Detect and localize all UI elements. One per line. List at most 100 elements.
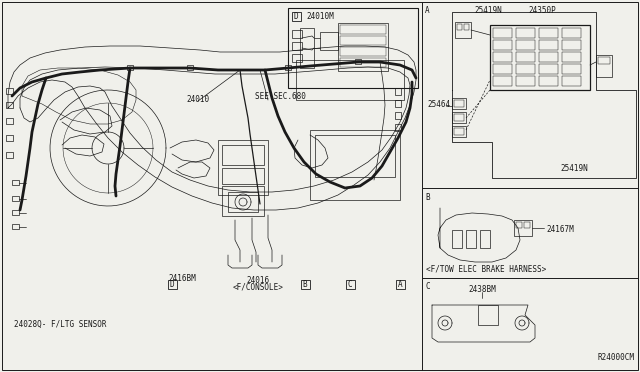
Text: A: A (397, 280, 403, 289)
Bar (524, 222, 530, 228)
Bar (12, 180, 19, 185)
Bar (6, 118, 13, 124)
Text: 2416BM: 2416BM (168, 274, 196, 283)
Bar (562, 28, 581, 38)
Bar (493, 40, 512, 50)
Bar (222, 186, 264, 216)
Text: SEE SEC.680: SEE SEC.680 (255, 92, 306, 101)
Bar (490, 25, 590, 90)
Bar (452, 98, 466, 109)
Bar (340, 58, 386, 67)
Bar (516, 222, 522, 228)
Text: 24028Q- F/LTG SENSOR: 24028Q- F/LTG SENSOR (14, 320, 106, 329)
Bar (228, 192, 258, 212)
Bar (396, 279, 404, 289)
Bar (315, 135, 395, 177)
Bar (539, 76, 558, 86)
Text: R24000CM: R24000CM (597, 353, 634, 362)
Bar (338, 23, 388, 71)
Bar (340, 36, 386, 45)
Bar (493, 28, 512, 38)
Bar (455, 22, 471, 38)
Text: 25419N: 25419N (560, 164, 588, 173)
Bar (493, 64, 512, 74)
Bar (292, 54, 302, 62)
Bar (346, 279, 355, 289)
Bar (562, 40, 581, 50)
Bar (562, 76, 581, 86)
Bar (222, 145, 264, 165)
Bar (288, 8, 418, 88)
Text: D: D (170, 280, 174, 289)
Bar (596, 55, 612, 77)
Text: B: B (303, 280, 307, 289)
Bar (562, 64, 581, 74)
Bar (310, 130, 400, 200)
Bar (493, 76, 512, 86)
Bar (452, 126, 466, 137)
Bar (457, 24, 462, 30)
Bar (452, 230, 462, 248)
Bar (12, 224, 19, 229)
Text: 25419N: 25419N (474, 6, 502, 15)
Bar (395, 100, 401, 107)
Bar (395, 88, 401, 95)
Bar (292, 30, 302, 38)
Bar (12, 210, 19, 215)
Text: <F/TOW ELEC BRAKE HARNESS>: <F/TOW ELEC BRAKE HARNESS> (426, 264, 547, 273)
Bar (516, 52, 535, 62)
Bar (539, 28, 558, 38)
Text: 2438BM: 2438BM (468, 285, 496, 294)
Text: A: A (425, 6, 429, 15)
Bar (562, 52, 581, 62)
Bar (320, 32, 338, 50)
Bar (127, 65, 133, 70)
Bar (478, 305, 498, 325)
Bar (539, 64, 558, 74)
Text: 24350P: 24350P (528, 6, 556, 15)
Text: 25464: 25464 (427, 100, 450, 109)
Bar (480, 230, 490, 248)
Bar (466, 230, 476, 248)
Text: C: C (348, 280, 352, 289)
Bar (291, 12, 301, 20)
Bar (292, 42, 302, 50)
Bar (454, 114, 464, 121)
Bar (539, 52, 558, 62)
Bar (598, 57, 610, 64)
Text: 24016: 24016 (246, 276, 269, 285)
Bar (516, 40, 535, 50)
Bar (168, 279, 177, 289)
Bar (6, 152, 13, 158)
Bar (187, 65, 193, 70)
Text: C: C (425, 282, 429, 291)
Bar (454, 128, 464, 135)
Bar (452, 112, 466, 123)
Bar (516, 28, 535, 38)
Text: <F/CONSOLE>: <F/CONSOLE> (232, 283, 284, 292)
Bar (340, 47, 386, 56)
Bar (218, 140, 268, 195)
Text: B: B (425, 193, 429, 202)
Text: 24167M: 24167M (546, 225, 573, 234)
Bar (296, 60, 404, 100)
Bar (493, 52, 512, 62)
Bar (301, 279, 310, 289)
Text: 24010M: 24010M (306, 12, 333, 21)
Bar (285, 65, 291, 70)
Bar (539, 40, 558, 50)
Bar (454, 100, 464, 107)
Bar (464, 24, 469, 30)
Bar (12, 196, 19, 201)
Bar (6, 88, 13, 94)
Bar (222, 168, 264, 184)
Bar (300, 28, 314, 68)
Bar (355, 59, 361, 64)
Text: D: D (294, 12, 298, 21)
Bar (516, 76, 535, 86)
Bar (395, 124, 401, 131)
Bar (6, 102, 13, 108)
Bar (516, 64, 535, 74)
Bar (340, 25, 386, 34)
Text: 24010: 24010 (186, 95, 209, 104)
